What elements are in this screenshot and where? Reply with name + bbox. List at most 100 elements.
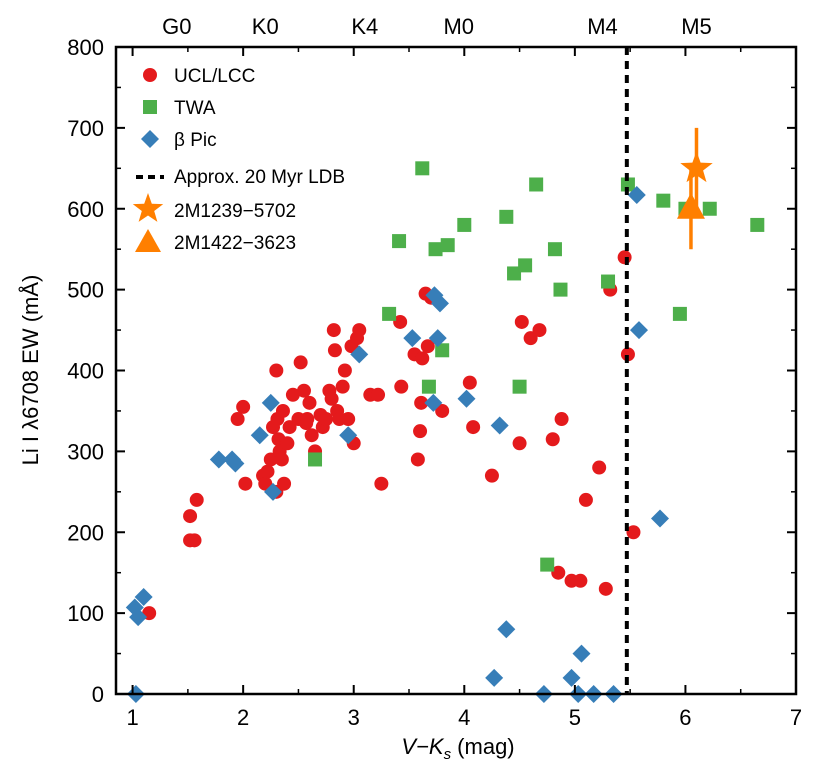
beta-pic-point: [226, 454, 245, 473]
ucl-lcc-point: [371, 387, 386, 402]
twa-point: [529, 177, 544, 192]
beta-pic-point: [250, 426, 269, 445]
beta-pic-point: [134, 587, 153, 606]
ucl-lcc-point: [326, 323, 341, 338]
y-tick-label: 500: [67, 278, 104, 303]
beta-pic-point: [485, 668, 504, 687]
legend-label-twa: TWA: [174, 98, 216, 119]
legend-label-ldb: Approx. 20 Myr LDB: [174, 167, 345, 188]
beta-pic-point: [428, 329, 447, 348]
x-tick-label: 4: [458, 705, 470, 730]
x-tick-label: 6: [679, 705, 691, 730]
ucl-lcc-point: [293, 355, 308, 370]
ucl-lcc-point: [337, 363, 352, 378]
twa-point: [547, 242, 562, 257]
ucl-lcc-point: [514, 314, 529, 329]
ucl-lcc-point: [183, 509, 198, 524]
ucl-lcc-point: [282, 420, 297, 435]
y-tick-label: 600: [67, 197, 104, 222]
x-axis-title: V−Ks (mag): [401, 734, 514, 763]
ucl-lcc-point: [598, 581, 613, 596]
ucl-lcc-point: [393, 314, 408, 329]
ucl-lcc-point: [410, 452, 425, 467]
y-tick-label: 800: [67, 35, 104, 60]
y-tick-label: 0: [92, 682, 104, 707]
spectral-type-label: K0: [252, 14, 279, 39]
ucl-lcc-point: [415, 351, 430, 366]
highlight-triangle-point: [676, 192, 705, 219]
ucl-lcc-point: [280, 436, 295, 451]
beta-pic-point: [350, 345, 369, 364]
ucl-lcc-point: [532, 323, 547, 338]
ucl-lcc-point: [319, 412, 334, 427]
ucl-lcc-point: [335, 379, 350, 394]
twa-point: [512, 379, 527, 394]
spectral-type-label: M4: [587, 14, 618, 39]
twa-point: [601, 274, 616, 289]
beta-pic-point: [629, 321, 648, 340]
beta-pic-point: [129, 608, 148, 627]
legend-label-star: 2M1239−5702: [174, 201, 296, 222]
twa-point: [553, 282, 568, 297]
legend-label-triangle: 2M1422−3623: [174, 233, 296, 254]
ucl-lcc-point: [545, 432, 560, 447]
twa-point: [415, 161, 430, 176]
ucl-lcc-point: [189, 492, 204, 507]
twa-point: [499, 209, 514, 224]
spectral-type-label: K4: [351, 14, 378, 39]
ucl-lcc-point: [300, 412, 315, 427]
ucl-lcc-point: [236, 399, 251, 414]
twa-point: [457, 217, 472, 232]
ucl-lcc-point: [554, 412, 569, 427]
ucl-lcc-point: [462, 375, 477, 390]
ucl-lcc-point: [573, 573, 588, 588]
legend-marker-ucl: [143, 68, 157, 82]
twa-point: [308, 452, 323, 467]
twa-point: [392, 234, 407, 249]
spectral-type-label: G0: [162, 14, 191, 39]
y-tick-label: 400: [67, 359, 104, 384]
ucl-lcc-point: [617, 250, 632, 265]
beta-pic-point: [339, 426, 358, 445]
ucl-lcc-point: [327, 343, 342, 358]
twa-point: [421, 379, 436, 394]
beta-pic-point: [562, 668, 581, 687]
twa-point: [428, 242, 443, 257]
ucl-lcc-point: [277, 476, 292, 491]
x-tick-label: 1: [126, 705, 138, 730]
ucl-lcc-point: [304, 428, 319, 443]
ucl-lcc-point: [275, 403, 290, 418]
y-tick-label: 700: [67, 116, 104, 141]
beta-pic-point: [261, 393, 280, 412]
ucl-lcc-point: [394, 379, 409, 394]
ucl-lcc-point: [592, 460, 607, 475]
ucl-lcc-point: [263, 452, 278, 467]
ucl-lcc-point: [230, 412, 245, 427]
x-tick-label: 2: [237, 705, 249, 730]
ucl-lcc-point: [238, 476, 253, 491]
ucl-lcc-point: [269, 363, 284, 378]
twa-point: [440, 238, 455, 253]
twa-point: [672, 306, 687, 321]
legend: UCL/LCC TWA β Pic Approx. 20 Myr LDB 2M1…: [132, 66, 345, 254]
twa-point: [702, 201, 717, 216]
ucl-lcc-point: [512, 436, 527, 451]
ucl-lcc-point: [435, 403, 450, 418]
beta-pic-point: [627, 186, 646, 205]
highlight-star-point: [680, 151, 713, 183]
beta-pic-point: [457, 389, 476, 408]
twa-point: [750, 217, 765, 232]
ucl-lcc-point: [551, 565, 566, 580]
twa-point: [656, 193, 671, 208]
ucl-lcc-point: [352, 323, 367, 338]
y-axis-title: Li I λ6708 EW (mÅ): [18, 275, 43, 466]
ucl-lcc-point: [420, 339, 435, 354]
twa-point: [382, 306, 397, 321]
ucl-lcc-point: [285, 387, 300, 402]
spectral-type-label: M0: [443, 14, 474, 39]
beta-pic-point: [403, 329, 422, 348]
beta-pic-point: [424, 393, 443, 412]
ucl-lcc-point: [324, 391, 339, 406]
twa-point: [518, 258, 533, 273]
ucl-lcc-point: [187, 533, 202, 548]
